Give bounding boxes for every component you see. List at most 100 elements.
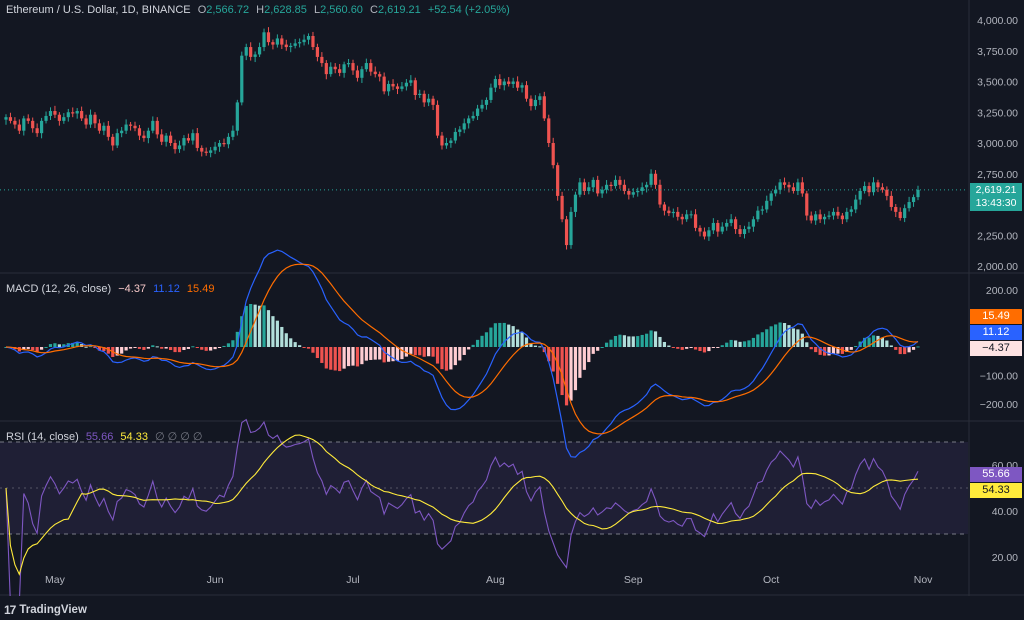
candle-body bbox=[266, 32, 271, 43]
candle-body bbox=[364, 63, 368, 70]
macd-histogram-bar bbox=[854, 345, 858, 347]
price-tick-label: 2,000.00 bbox=[977, 261, 1018, 273]
tradingview-logo[interactable]: 17 TradingView bbox=[4, 603, 87, 617]
candle-body bbox=[631, 192, 635, 195]
macd-histogram-bar bbox=[320, 347, 324, 363]
candle-body bbox=[453, 131, 457, 141]
candle-body bbox=[493, 79, 497, 88]
macd-histogram-bar bbox=[360, 347, 364, 365]
macd-histogram-bar bbox=[738, 341, 742, 347]
macd-histogram-bar bbox=[649, 330, 653, 347]
macd-histogram-bar bbox=[249, 303, 253, 347]
rsi-title: RSI (14, close) bbox=[6, 431, 79, 443]
candle-body bbox=[716, 222, 720, 232]
candle-body bbox=[662, 204, 667, 211]
macd-histogram-bar bbox=[889, 345, 893, 347]
candle-body bbox=[71, 112, 75, 114]
price-tick-label: 4,000.00 bbox=[977, 15, 1018, 27]
candle-body bbox=[818, 214, 822, 220]
macd-histogram-bar bbox=[796, 329, 800, 347]
rsi-ma-line bbox=[5, 434, 919, 576]
tradingview-logo-icon: 17 bbox=[4, 603, 16, 617]
candle-body bbox=[569, 211, 573, 246]
candle-body bbox=[351, 63, 355, 71]
candle-body bbox=[876, 182, 880, 188]
macd-histogram-bar bbox=[182, 347, 186, 351]
macd-histogram-bar bbox=[418, 347, 422, 356]
macd-line-value: 11.12 bbox=[153, 283, 180, 295]
macd-histogram-bar bbox=[720, 345, 724, 347]
candle-body bbox=[17, 124, 21, 131]
candle-body bbox=[693, 214, 698, 228]
candle-body bbox=[863, 186, 867, 191]
candle-body bbox=[124, 124, 128, 131]
candle-body bbox=[213, 146, 217, 151]
macd-histogram-bar bbox=[818, 347, 822, 355]
macd-histogram-bar bbox=[711, 347, 715, 348]
macd-histogram-bar bbox=[75, 342, 79, 347]
macd-histogram-bar bbox=[324, 347, 328, 369]
candle-body bbox=[137, 128, 142, 136]
candle-body bbox=[734, 219, 738, 230]
candle-body bbox=[640, 187, 644, 191]
candle-body bbox=[39, 120, 44, 134]
macd-histogram-bar bbox=[71, 342, 75, 347]
candle-body bbox=[805, 193, 809, 216]
candle-body bbox=[26, 118, 30, 121]
macd-histogram-bar bbox=[867, 337, 871, 347]
candle-body bbox=[422, 93, 426, 103]
candle-body bbox=[849, 209, 853, 212]
candle-body bbox=[680, 216, 684, 220]
macd-histogram-bar bbox=[520, 331, 524, 347]
macd-histogram-bar bbox=[493, 323, 497, 347]
candle-body bbox=[685, 214, 689, 220]
macd-histogram-bar bbox=[444, 347, 449, 371]
candle-body bbox=[338, 69, 342, 73]
macd-histogram-bar bbox=[235, 331, 239, 347]
macd-signal-value: 15.49 bbox=[186, 283, 215, 295]
macd-histogram-bar bbox=[53, 343, 57, 347]
high-label: H bbox=[256, 4, 265, 16]
candle-body bbox=[791, 187, 796, 191]
candle-body bbox=[814, 214, 818, 221]
candle-body bbox=[8, 117, 13, 121]
macd-histogram-bar bbox=[44, 346, 48, 348]
candle-body bbox=[462, 123, 466, 130]
macd-histogram-bar bbox=[765, 329, 769, 347]
rsi-badge: 55.66 bbox=[970, 467, 1022, 482]
macd-histogram-bar bbox=[782, 323, 787, 347]
macd-histogram-bar bbox=[164, 347, 168, 349]
macd-histogram-bar bbox=[885, 340, 889, 347]
macd-histogram-bar bbox=[217, 347, 222, 348]
macd-histogram-bar bbox=[604, 342, 609, 347]
candle-body bbox=[600, 189, 604, 194]
macd-histogram-bar bbox=[489, 327, 493, 347]
candle-body bbox=[31, 120, 35, 129]
macd-histogram-bar bbox=[431, 347, 435, 357]
price-tick-label: 2,250.00 bbox=[977, 230, 1018, 242]
macd-histogram-bar bbox=[333, 347, 337, 371]
candle-body bbox=[106, 125, 110, 137]
macd-histogram-bar bbox=[774, 324, 778, 347]
macd-histogram-bar bbox=[329, 347, 333, 370]
macd-histogram-bar bbox=[573, 347, 578, 391]
macd-histogram-bar bbox=[378, 347, 382, 360]
bar-countdown: 13:43:30 bbox=[975, 197, 1017, 209]
time-tick-label: Aug bbox=[486, 574, 505, 586]
macd-histogram-bar bbox=[689, 347, 693, 348]
macd-histogram-bar bbox=[413, 347, 417, 356]
candle-body bbox=[618, 179, 622, 185]
time-tick-label: Sep bbox=[624, 574, 643, 586]
macd-histogram-bar bbox=[627, 336, 631, 347]
macd-histogram-bar bbox=[484, 332, 489, 347]
candle-body bbox=[355, 70, 360, 78]
macd-histogram-bar bbox=[404, 347, 408, 357]
macd-histogram-bar bbox=[280, 326, 284, 347]
macd-histogram-bar bbox=[671, 347, 675, 348]
candle-body bbox=[173, 143, 177, 150]
candle-body bbox=[22, 118, 26, 131]
candle-body bbox=[386, 83, 391, 92]
macd-histogram-bar bbox=[293, 342, 297, 347]
macd-histogram-bar bbox=[698, 347, 702, 352]
